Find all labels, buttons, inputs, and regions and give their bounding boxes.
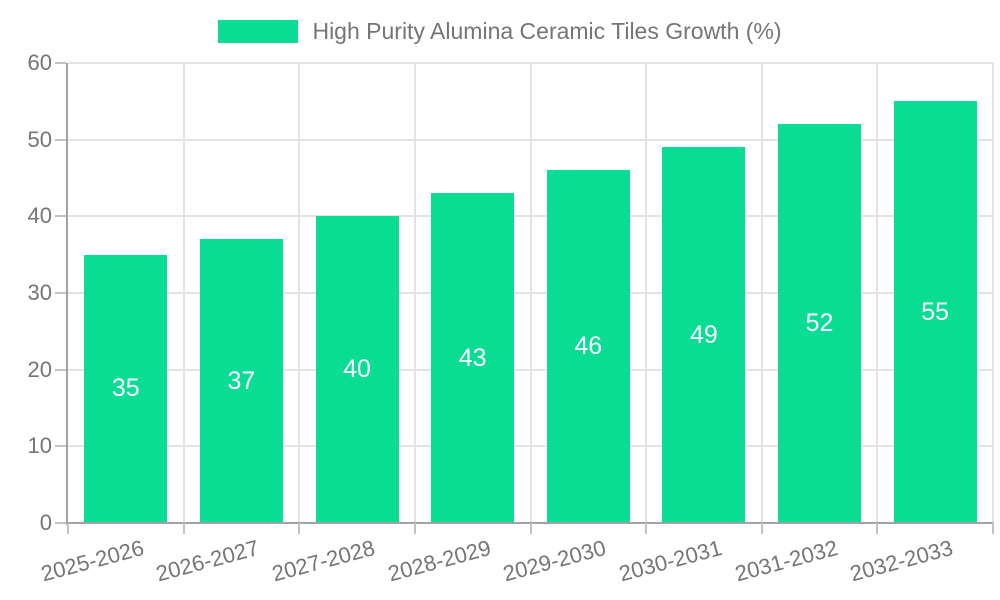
bar: 40 [315,216,399,523]
y-tick-label: 30 [27,280,52,305]
y-axis-line [66,63,68,525]
y-axis-tick [55,215,66,218]
y-tick-label: 20 [27,356,52,382]
bar-value-label: 55 [921,297,950,326]
x-gridline [992,63,994,523]
plot-area: 35 37 40 43 46 49 52 55 [68,62,994,523]
y-axis-tick [55,292,66,294]
y-axis-tick [55,368,66,371]
x-axis-tick [529,523,532,534]
x-axis-tick [413,523,416,534]
legend: High Purity Alumina Ceramic Tiles Growth… [0,16,1000,46]
y-tick-label: 60 [27,50,52,75]
bar-value-label: 35 [111,374,140,403]
y-tick-label: 50 [27,126,52,152]
bar: 46 [546,170,630,523]
x-axis-tick [876,523,879,534]
y-axis-tick [55,522,66,524]
x-gridline [529,63,532,523]
x-gridline [876,63,879,523]
bar-value-label: 40 [343,355,371,384]
y-axis-tick [55,62,66,64]
bar: 35 [84,254,168,523]
x-axis-tick [67,523,69,534]
x-axis-tick [992,523,994,534]
x-gridline [413,63,416,523]
x-axis-tick [182,523,185,534]
bar-value-label: 37 [227,366,256,395]
x-axis-tick [298,523,301,534]
bar-value-label: 52 [805,309,834,338]
bar-value-label: 46 [574,332,603,361]
y-tick-label: 40 [27,203,52,229]
y-tick-label: 10 [27,433,52,459]
y-axis-tick [55,138,66,141]
bar: 43 [431,193,515,523]
legend-label[interactable]: High Purity Alumina Ceramic Tiles Growth… [312,17,782,44]
bar: 37 [199,239,283,523]
x-axis-tick [760,523,763,534]
bar: 49 [662,147,746,523]
x-gridline [760,63,763,523]
bar-value-label: 43 [458,343,487,372]
x-gridline [645,63,648,523]
x-axis-tick [645,523,648,534]
legend-swatch[interactable] [218,19,299,43]
x-gridline [182,63,185,523]
x-gridline [298,63,301,523]
bar-value-label: 49 [690,320,718,349]
bar: 55 [893,101,977,523]
y-tick-label: 0 [39,510,52,535]
y-axis-tick [55,445,66,448]
bar: 52 [778,124,862,523]
